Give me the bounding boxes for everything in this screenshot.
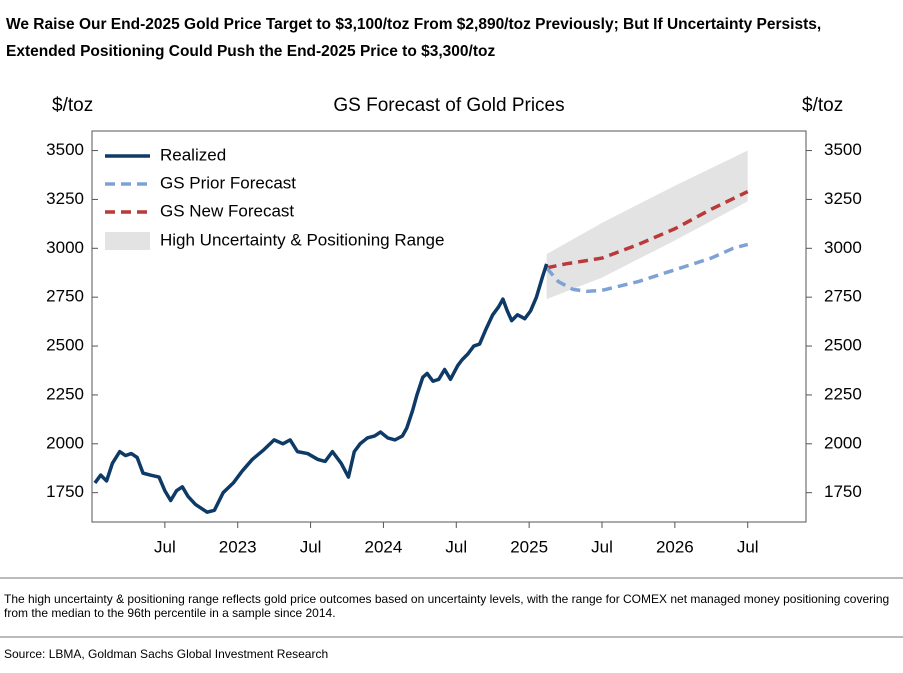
plot-frame xyxy=(91,130,807,523)
x-tick-label: Jul xyxy=(154,537,176,556)
y2-tick-label: 3000 xyxy=(824,238,862,257)
y2-axis-label: $/toz xyxy=(802,95,843,116)
y-tick-label: 1750 xyxy=(46,482,84,501)
legend-label: High Uncertainty & Positioning Range xyxy=(160,230,444,249)
legend-label: GS New Forecast xyxy=(160,201,294,220)
legend-label: Realized xyxy=(160,145,226,164)
y2-tick-label: 3250 xyxy=(824,189,862,208)
y2-tick-label: 2750 xyxy=(824,287,862,306)
legend-swatch xyxy=(105,232,150,250)
chart-title-line: We Raise Our End-2025 Gold Price Target … xyxy=(6,16,821,33)
x-tick-label: 2024 xyxy=(365,537,403,556)
y2-tick-label: 2250 xyxy=(824,384,862,403)
legend-label: GS Prior Forecast xyxy=(160,173,296,192)
y2-tick-label: 1750 xyxy=(824,482,862,501)
y-tick-label: 2000 xyxy=(46,433,84,452)
footnote-box: The high uncertainty & positioning range… xyxy=(4,592,890,620)
x-tick-label: Jul xyxy=(300,537,322,556)
y-tick-label: 2250 xyxy=(46,384,84,403)
y-tick-label: 3500 xyxy=(46,140,84,159)
x-tick-label: Jul xyxy=(591,537,613,556)
y-tick-label: 3250 xyxy=(46,189,84,208)
x-tick-label: Jul xyxy=(737,537,759,556)
series-line xyxy=(93,263,549,514)
uncertainty-band xyxy=(546,150,748,300)
footnote: The high uncertainty & positioning range… xyxy=(4,592,890,620)
chart-subtitle: GS Forecast of Gold Prices xyxy=(333,95,564,116)
source: Source: LBMA, Goldman Sachs Global Inves… xyxy=(4,647,328,661)
y-axis-label: $/toz xyxy=(52,95,93,116)
y2-tick-label: 2000 xyxy=(824,433,862,452)
y2-tick-label: 3500 xyxy=(824,140,862,159)
y-tick-label: 2750 xyxy=(46,287,84,306)
x-tick-label: 2025 xyxy=(510,537,548,556)
x-tick-label: 2026 xyxy=(656,537,694,556)
x-tick-label: Jul xyxy=(445,537,467,556)
y-tick-label: 2500 xyxy=(46,336,84,355)
x-tick-label: 2023 xyxy=(219,537,257,556)
y-tick-label: 3000 xyxy=(46,238,84,257)
chart-title-line: Extended Positioning Could Push the End-… xyxy=(6,43,495,60)
y2-tick-label: 2500 xyxy=(824,336,862,355)
series-line xyxy=(546,190,749,270)
series-line xyxy=(545,242,749,294)
